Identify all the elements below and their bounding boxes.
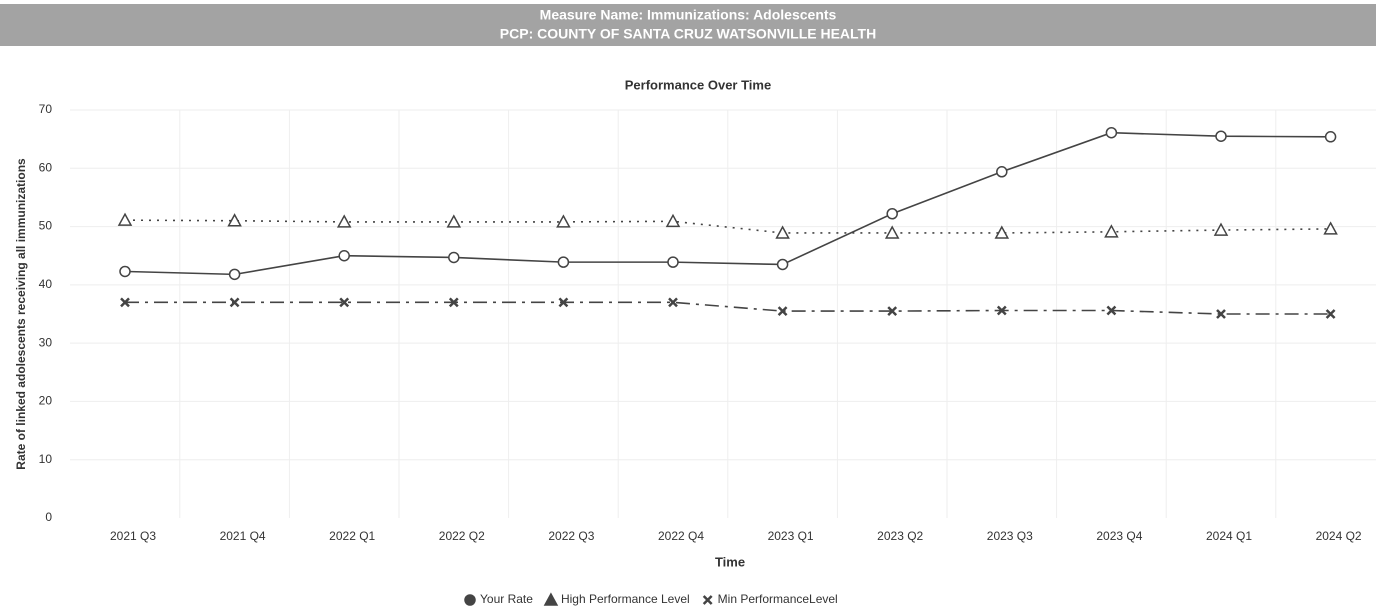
legend-symbol	[702, 595, 713, 605]
y-tick-label: 30	[39, 335, 53, 349]
data-point	[1213, 222, 1229, 236]
data-point	[339, 297, 350, 308]
header-pcp: PCP: COUNTY OF SANTA CRUZ WATSONVILLE HE…	[500, 26, 876, 42]
x-tick-label: 2021 Q3	[110, 529, 156, 543]
y-tick-label: 70	[39, 102, 53, 116]
x-tick-label: 2024 Q2	[1316, 529, 1362, 543]
data-point	[448, 251, 460, 264]
x-tick-label: 2023 Q2	[877, 529, 923, 543]
data-point	[228, 268, 241, 281]
x-axis-title: Time	[715, 554, 745, 569]
data-point	[668, 297, 678, 308]
data-point	[884, 225, 900, 239]
header-bar	[0, 4, 1376, 46]
data-point	[1324, 131, 1337, 143]
x-tick-label: 2023 Q4	[1096, 529, 1142, 543]
series-line	[124, 219, 1331, 234]
data-point	[120, 297, 130, 308]
y-tick-label: 40	[39, 277, 53, 291]
y-tick-label: 60	[39, 160, 53, 174]
data-point	[994, 225, 1010, 239]
data-point	[1104, 224, 1119, 238]
series-line	[124, 131, 1331, 276]
x-tick-label: 2022 Q2	[439, 529, 485, 543]
legend-symbol	[543, 592, 559, 606]
data-point	[1323, 221, 1338, 235]
x-tick-label: 2022 Q1	[329, 529, 375, 543]
data-point	[777, 306, 788, 316]
data-point	[117, 212, 133, 226]
x-tick-label: 2023 Q1	[768, 529, 814, 543]
y-tick-label: 0	[45, 510, 52, 524]
data-point	[1215, 130, 1227, 142]
data-point	[1325, 309, 1336, 319]
y-tick-label: 10	[39, 452, 53, 466]
legend-symbol	[464, 594, 476, 606]
chart-title: Performance Over Time	[625, 77, 771, 92]
data-point	[558, 297, 569, 308]
data-point	[119, 265, 131, 278]
data-point	[227, 213, 242, 227]
data-point	[665, 213, 681, 228]
data-point	[1106, 305, 1117, 316]
legend-label: High Performance Level	[561, 592, 690, 606]
x-tick-label: 2021 Q4	[220, 529, 266, 543]
legend-label: Min PerformanceLevel	[718, 592, 838, 606]
y-tick-label: 50	[39, 219, 53, 233]
data-point	[886, 207, 898, 220]
data-point	[1105, 126, 1118, 139]
data-point	[775, 225, 790, 239]
y-axis-title: Rate of linked adolescents receiving all…	[14, 158, 28, 470]
data-point	[446, 214, 462, 228]
data-point	[338, 249, 350, 262]
data-point	[887, 306, 898, 316]
x-tick-label: 2022 Q4	[658, 529, 704, 543]
data-point	[556, 214, 571, 228]
data-point	[1216, 309, 1226, 319]
x-tick-label: 2023 Q3	[987, 529, 1033, 543]
data-point	[557, 256, 570, 268]
header-measure: Measure Name: Immunizations: Adolescents	[540, 7, 837, 23]
legend-label: Your Rate	[480, 592, 533, 606]
data-point	[336, 214, 352, 228]
y-tick-label: 20	[39, 394, 53, 408]
data-point	[667, 256, 679, 268]
data-point	[996, 166, 1008, 178]
x-tick-label: 2024 Q1	[1206, 529, 1252, 543]
data-point	[776, 258, 789, 271]
series-line	[125, 301, 1331, 315]
data-point	[996, 305, 1007, 316]
data-point	[448, 297, 459, 308]
x-tick-label: 2022 Q3	[548, 529, 594, 543]
data-point	[229, 297, 240, 308]
